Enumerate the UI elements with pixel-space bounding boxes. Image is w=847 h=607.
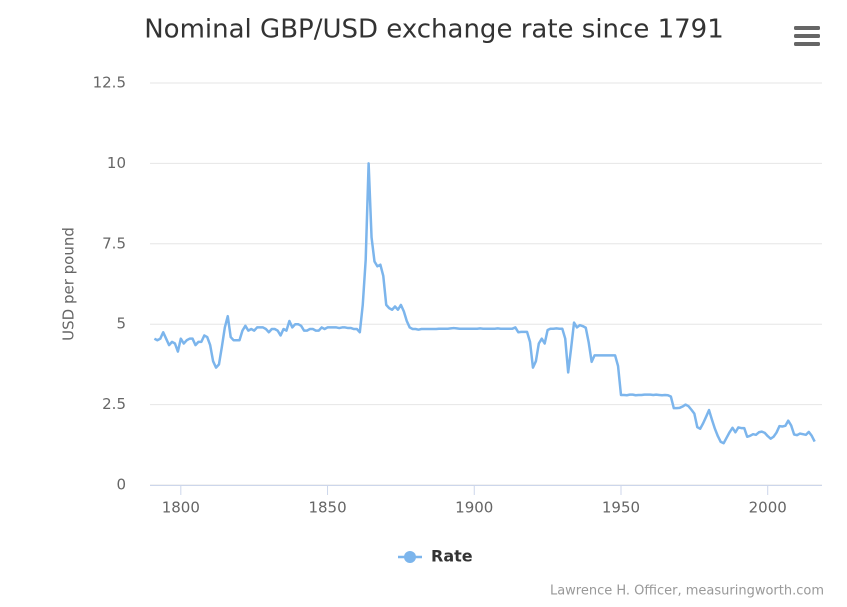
menu-bar[interactable] [794,34,820,38]
legend-symbol[interactable] [404,551,416,563]
chart-title: Nominal GBP/USD exchange rate since 1791 [144,15,724,45]
legend-label[interactable]: Rate [431,547,473,566]
y-tick-label: 2.5 [102,395,126,413]
credits[interactable]: Lawrence H. Officer, measuringworth.com [550,584,824,599]
x-tick-label: 1800 [162,499,200,517]
y-tick-label: 10 [107,154,126,172]
y-axis-title: USD per pound [60,227,78,341]
menu-button[interactable] [794,26,820,46]
x-tick-label: 1900 [455,499,493,517]
y-tick-label: 5 [116,315,126,333]
y-tick-label: 12.5 [93,74,126,92]
menu-bar[interactable] [794,26,820,30]
x-tick-label: 2000 [749,499,787,517]
menu-bar[interactable] [794,42,820,46]
x-tick-label: 1850 [308,499,346,517]
y-tick-label: 0 [116,476,126,494]
x-tick-label: 1950 [602,499,640,517]
y-tick-label: 7.5 [102,234,126,252]
data-line [153,162,816,445]
